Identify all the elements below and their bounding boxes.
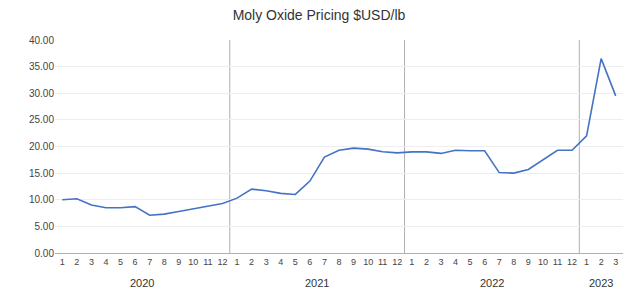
svg-text:9: 9 — [176, 257, 181, 267]
svg-text:2023: 2023 — [589, 277, 613, 289]
svg-text:30.00: 30.00 — [29, 88, 54, 99]
svg-text:10: 10 — [538, 257, 548, 267]
svg-text:3: 3 — [89, 257, 94, 267]
svg-text:0.00: 0.00 — [35, 248, 55, 259]
svg-text:5.00: 5.00 — [35, 221, 55, 232]
svg-text:3: 3 — [613, 257, 618, 267]
svg-text:35.00: 35.00 — [29, 61, 54, 72]
svg-text:8: 8 — [511, 257, 516, 267]
svg-text:4: 4 — [278, 257, 283, 267]
svg-text:7: 7 — [497, 257, 502, 267]
svg-text:6: 6 — [307, 257, 312, 267]
svg-text:1: 1 — [60, 257, 65, 267]
svg-text:5: 5 — [118, 257, 123, 267]
svg-text:12: 12 — [217, 257, 227, 267]
svg-text:25.00: 25.00 — [29, 114, 54, 125]
svg-text:2022: 2022 — [480, 277, 504, 289]
svg-text:8: 8 — [162, 257, 167, 267]
svg-text:2: 2 — [599, 257, 604, 267]
svg-text:11: 11 — [203, 257, 212, 267]
svg-text:10: 10 — [188, 257, 198, 267]
svg-text:1: 1 — [409, 257, 414, 267]
svg-text:2: 2 — [249, 257, 254, 267]
svg-text:9: 9 — [526, 257, 531, 267]
svg-text:6: 6 — [133, 257, 138, 267]
svg-text:12: 12 — [392, 257, 402, 267]
svg-text:3: 3 — [438, 257, 443, 267]
svg-text:4: 4 — [453, 257, 458, 267]
svg-text:5: 5 — [468, 257, 473, 267]
svg-text:Moly Oxide Pricing $USD/lb: Moly Oxide Pricing $USD/lb — [233, 7, 406, 23]
svg-text:7: 7 — [147, 257, 152, 267]
svg-text:2: 2 — [424, 257, 429, 267]
svg-text:5: 5 — [293, 257, 298, 267]
svg-text:15.00: 15.00 — [29, 168, 54, 179]
svg-text:11: 11 — [553, 257, 562, 267]
svg-text:7: 7 — [322, 257, 327, 267]
svg-text:9: 9 — [351, 257, 356, 267]
svg-text:12: 12 — [567, 257, 577, 267]
svg-text:40.00: 40.00 — [29, 35, 54, 46]
svg-text:2: 2 — [74, 257, 79, 267]
svg-text:10: 10 — [363, 257, 373, 267]
svg-text:11: 11 — [378, 257, 387, 267]
svg-text:1: 1 — [235, 257, 240, 267]
svg-text:4: 4 — [103, 257, 108, 267]
svg-text:8: 8 — [336, 257, 341, 267]
svg-text:1: 1 — [584, 257, 589, 267]
svg-text:2021: 2021 — [305, 277, 329, 289]
svg-text:20.00: 20.00 — [29, 141, 54, 152]
svg-text:6: 6 — [482, 257, 487, 267]
svg-text:3: 3 — [264, 257, 269, 267]
svg-text:2020: 2020 — [130, 277, 154, 289]
svg-text:10.00: 10.00 — [29, 194, 54, 205]
